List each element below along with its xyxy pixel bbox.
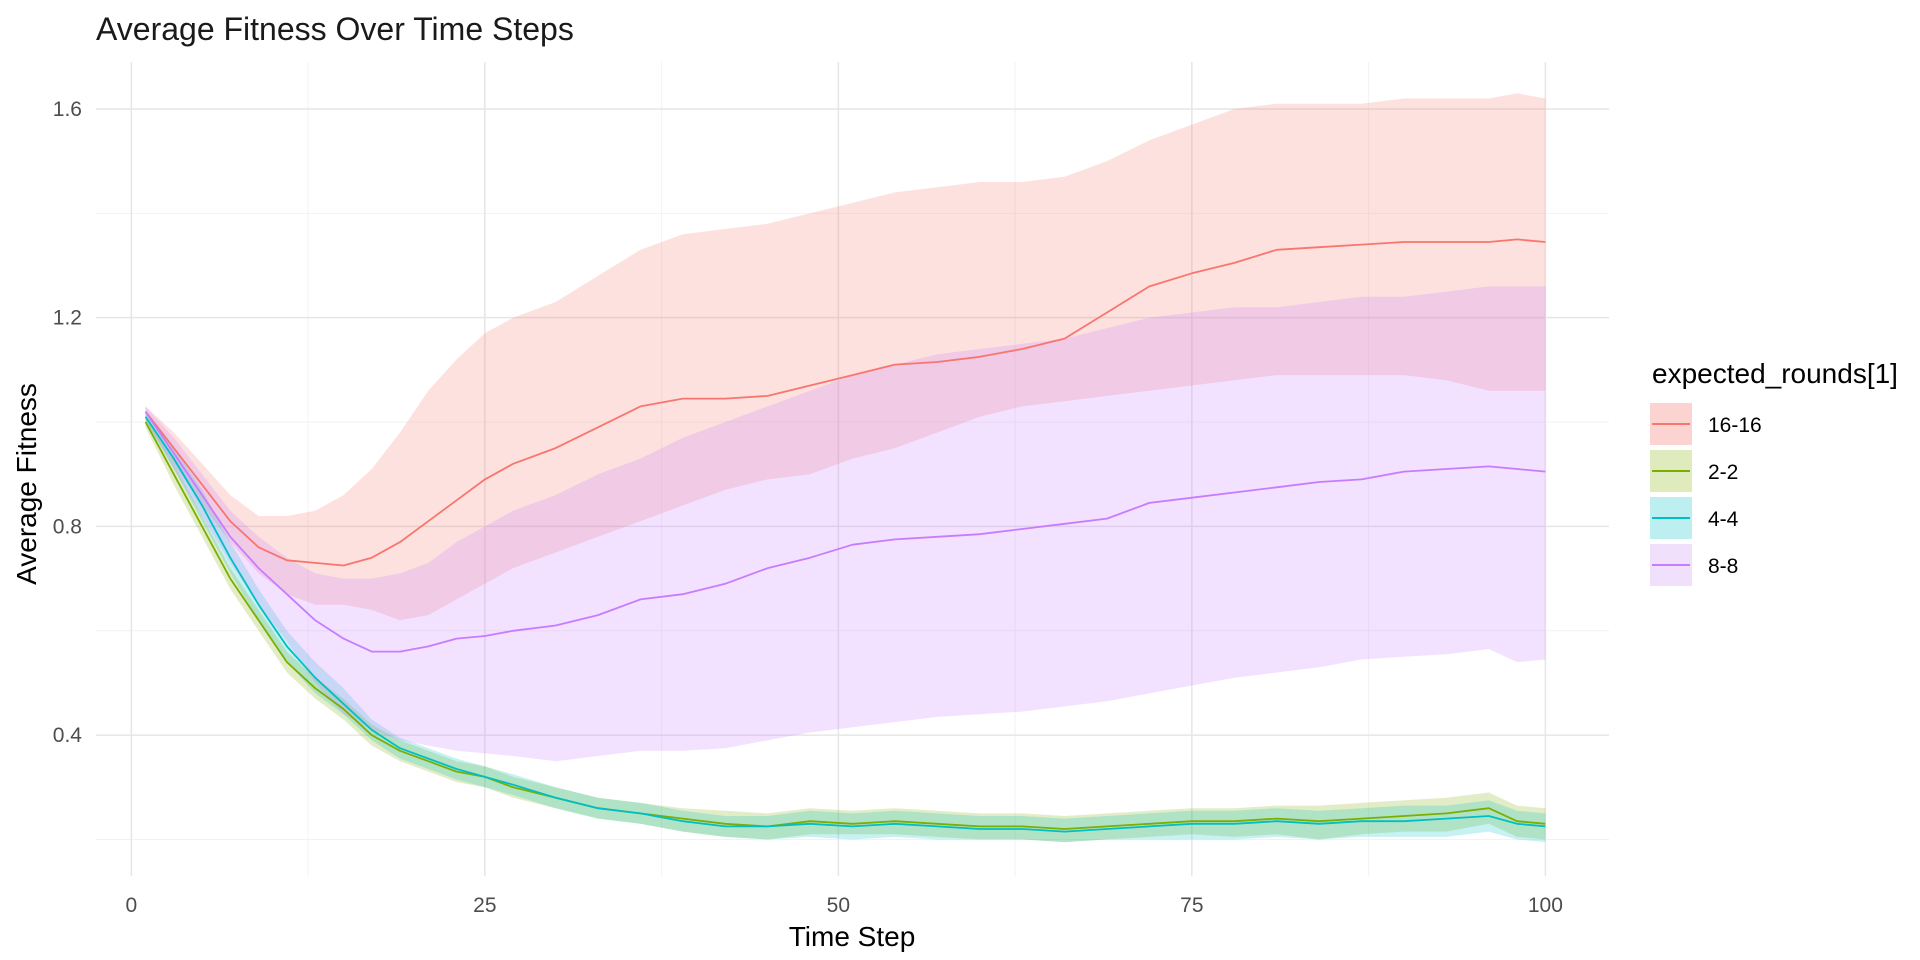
- legend-item-8-8: 8-8: [1650, 544, 1738, 586]
- legend-item-2-2: 2-2: [1650, 450, 1738, 492]
- legend: expected_rounds[1] 16-16 2-2 4-4 8-8: [1650, 358, 1898, 586]
- x-axis-title: Time Step: [789, 921, 916, 952]
- band-8-8: [145, 286, 1546, 762]
- grid-layer: [96, 62, 1609, 876]
- legend-items: 16-16 2-2 4-4 8-8: [1650, 403, 1762, 586]
- legend-title: expected_rounds[1]: [1652, 358, 1898, 389]
- y-axis-title: Average Fitness: [11, 383, 42, 585]
- y-tick-label: 1.2: [53, 307, 82, 330]
- y-tick-label: 0.8: [53, 515, 82, 538]
- band-16-16: [145, 93, 1546, 621]
- legend-item-16-16: 16-16: [1650, 403, 1762, 445]
- legend-label: 16-16: [1708, 414, 1762, 437]
- legend-label: 4-4: [1708, 508, 1739, 531]
- tick-layer: 0 25 50 75 100 0.4 0.8 1.2 1.6: [53, 98, 1563, 917]
- series-line-16-16: [144, 238, 1546, 567]
- x-tick-label: 25: [473, 894, 496, 917]
- y-tick-label: 1.6: [53, 98, 82, 121]
- legend-item-4-4: 4-4: [1650, 497, 1739, 539]
- x-tick-label: 50: [827, 894, 850, 917]
- x-tick-label: 0: [126, 894, 138, 917]
- chart-title: Average Fitness Over Time Steps: [96, 11, 574, 47]
- x-tick-label: 75: [1180, 894, 1203, 917]
- band-layer: [145, 93, 1546, 843]
- y-tick-label: 0.4: [53, 724, 83, 747]
- x-tick-label: 100: [1528, 894, 1563, 917]
- legend-label: 8-8: [1708, 555, 1738, 578]
- line-layer: [144, 238, 1546, 833]
- series-line-4-4: [144, 416, 1546, 833]
- series-line-8-8: [144, 411, 1546, 653]
- legend-label: 2-2: [1708, 461, 1738, 484]
